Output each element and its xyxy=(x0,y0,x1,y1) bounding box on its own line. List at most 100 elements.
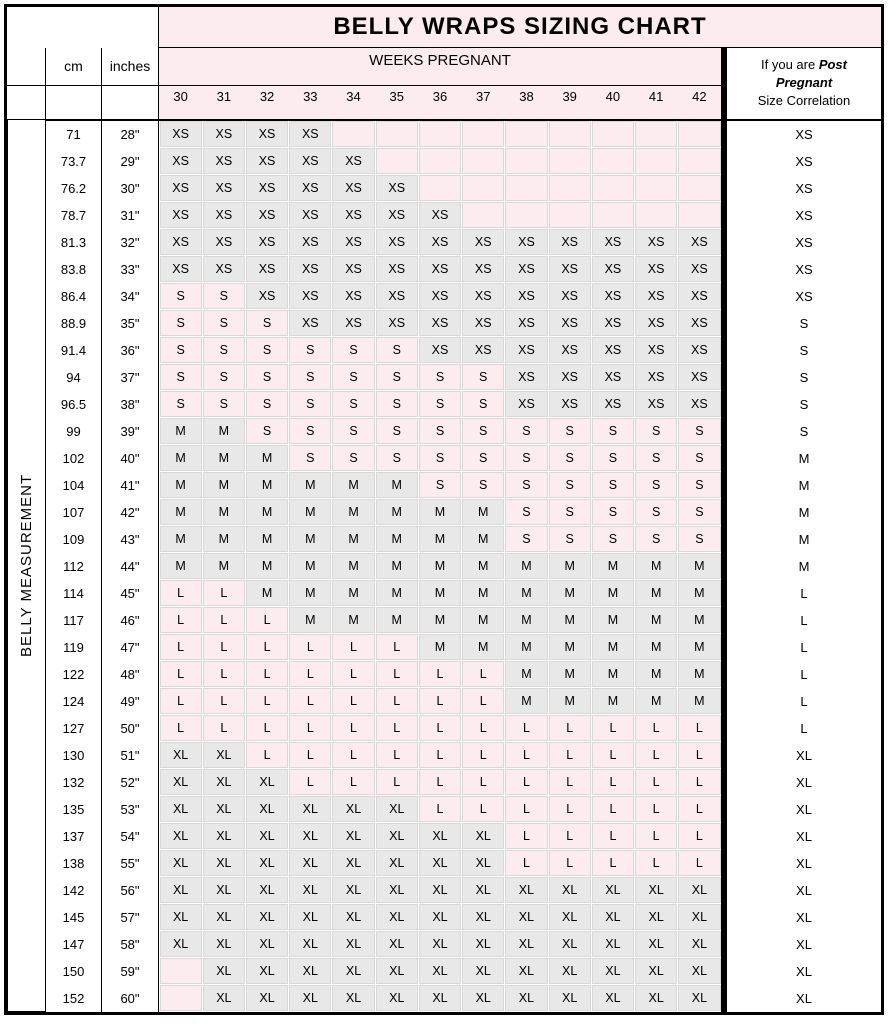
size-cell: L xyxy=(203,715,245,741)
size-cell: M xyxy=(332,526,374,552)
size-cell: M xyxy=(160,418,202,444)
size-cell: S xyxy=(289,445,331,471)
size-cell: M xyxy=(376,607,418,633)
size-cell: XS xyxy=(332,148,374,174)
size-cell: L xyxy=(505,850,547,876)
post-size-value: XL xyxy=(727,823,881,850)
size-cell: M xyxy=(419,526,461,552)
size-cell xyxy=(635,175,677,201)
size-cell: S xyxy=(505,418,547,444)
size-cell: M xyxy=(635,688,677,714)
size-cell: XL xyxy=(462,931,504,957)
size-cell: L xyxy=(419,769,461,795)
size-cell: L xyxy=(160,715,202,741)
size-cell: XS xyxy=(549,256,591,282)
size-cell: XS xyxy=(289,121,331,147)
size-cell: XL xyxy=(203,985,245,1011)
size-cell xyxy=(592,175,634,201)
cm-value: 124 xyxy=(46,688,101,715)
size-cell xyxy=(419,148,461,174)
size-cell: L xyxy=(376,742,418,768)
size-cell: S xyxy=(678,526,720,552)
size-cell: L xyxy=(549,823,591,849)
post-size-value: S xyxy=(727,337,881,364)
size-cell: L xyxy=(678,742,720,768)
size-cell: XS xyxy=(203,256,245,282)
size-cell: XS xyxy=(592,337,634,363)
size-cell: S xyxy=(332,391,374,417)
size-cell: XS xyxy=(203,148,245,174)
size-row: LLLLLLLLMMMMM xyxy=(159,688,721,715)
size-cell: L xyxy=(203,661,245,687)
size-cell: M xyxy=(376,526,418,552)
post-size-value: S xyxy=(727,418,881,445)
post-size-value: L xyxy=(727,715,881,742)
inch-value: 46" xyxy=(102,607,158,634)
size-cell: XL xyxy=(678,904,720,930)
size-cell xyxy=(635,202,677,228)
size-cell: S xyxy=(332,364,374,390)
size-cell: L xyxy=(289,715,331,741)
size-cell: XS xyxy=(678,283,720,309)
size-cell: XL xyxy=(419,823,461,849)
size-cell: M xyxy=(289,499,331,525)
size-cell: S xyxy=(592,418,634,444)
size-cell: XL xyxy=(160,931,202,957)
size-cell: XS xyxy=(376,283,418,309)
inch-value: 53" xyxy=(102,796,158,823)
size-cell: XL xyxy=(462,850,504,876)
size-cell: M xyxy=(332,607,374,633)
size-cell: XS xyxy=(419,337,461,363)
size-cell: L xyxy=(419,661,461,687)
size-cell: L xyxy=(549,742,591,768)
size-cell: XS xyxy=(419,202,461,228)
size-cell: M xyxy=(376,553,418,579)
size-cell: L xyxy=(635,715,677,741)
size-cell: L xyxy=(376,688,418,714)
size-cell: XL xyxy=(678,877,720,903)
size-row: SSXSXSXSXSXSXSXSXSXSXSXS xyxy=(159,283,721,310)
size-cell: XS xyxy=(289,256,331,282)
post-size-value: L xyxy=(727,580,881,607)
size-cell xyxy=(678,121,720,147)
size-cell: M xyxy=(203,472,245,498)
size-cell: XL xyxy=(549,877,591,903)
size-cell: S xyxy=(505,445,547,471)
size-cell: XS xyxy=(635,337,677,363)
size-cell: XL xyxy=(203,850,245,876)
size-row: XLXLXLXLXLXLXLXLXLXLXLXL xyxy=(159,958,721,985)
size-cell xyxy=(678,202,720,228)
size-cell: M xyxy=(160,472,202,498)
post-size-value: L xyxy=(727,607,881,634)
size-cell: XL xyxy=(203,796,245,822)
size-cell: S xyxy=(289,337,331,363)
size-cell: S xyxy=(376,337,418,363)
size-cell: M xyxy=(678,607,720,633)
cm-value: 109 xyxy=(46,526,101,553)
inch-value: 28" xyxy=(102,121,158,148)
size-cell: L xyxy=(376,634,418,660)
post-size-value: L xyxy=(727,688,881,715)
size-cell xyxy=(635,121,677,147)
inch-value: 60" xyxy=(102,985,158,1012)
size-cell: XS xyxy=(376,310,418,336)
size-cell: S xyxy=(246,310,288,336)
size-cell: XL xyxy=(289,796,331,822)
post-size-value: XS xyxy=(727,121,881,148)
inch-value: 30" xyxy=(102,175,158,202)
size-cell: S xyxy=(549,418,591,444)
size-row: MMMMMMMMSSSSS xyxy=(159,526,721,553)
post-size-value: XL xyxy=(727,958,881,985)
size-cell: XL xyxy=(160,904,202,930)
size-cell: XL xyxy=(246,904,288,930)
size-cell: XL xyxy=(246,985,288,1011)
size-cell: M xyxy=(635,580,677,606)
header-cm: cm xyxy=(45,48,102,86)
size-cell: XL xyxy=(549,985,591,1011)
size-cell: XL xyxy=(332,985,374,1011)
size-cell: XS xyxy=(160,202,202,228)
size-cell xyxy=(592,202,634,228)
size-cell: XL xyxy=(332,958,374,984)
size-cell: XL xyxy=(332,823,374,849)
cm-value: 83.8 xyxy=(46,256,101,283)
